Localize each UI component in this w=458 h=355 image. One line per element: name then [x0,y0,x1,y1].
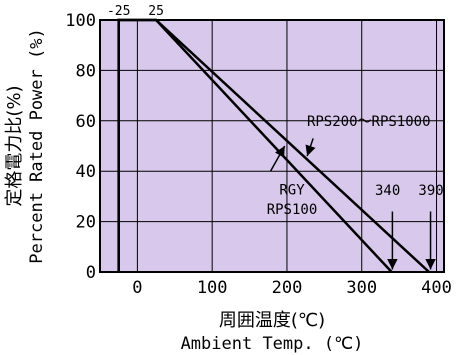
series-line-1 [117,18,393,273]
series-layer [117,18,430,273]
y-axis-label-en: Percent Rated Power (%) [27,28,47,263]
y-axis-label-jp: 定格電力比(%) [4,85,25,206]
y-tick-label-3: 60 [76,112,96,132]
annotation-label-340: 340 [375,183,400,199]
plot-background [99,19,445,273]
y-tick-label-2: 40 [76,162,96,182]
annotation-arrow-rps200 [305,138,316,157]
x-tick-label-0: 0 [132,278,142,298]
top-tick-label-1: 25 [148,4,164,19]
y-tick-label-1: 20 [76,213,96,233]
top-tick-label-0: -25 [107,4,130,19]
annotation-arrow-rgy [269,145,286,172]
x-tick-label-4: 400 [421,278,452,298]
grid [100,20,444,272]
annotation-label-390: 390 [418,183,443,199]
x-tick-label-1: 100 [197,278,228,298]
x-axis-label-jp: 周囲温度(℃) [219,310,325,331]
tick-labels: 0 100 200 300 400 0 20 40 60 80 100 -25 25 [65,4,452,298]
annotation-label-rgy: RGY [279,182,305,198]
x-tick-label-3: 300 [346,278,377,298]
annotation-label-rps100: RPS100 [267,202,318,218]
annotations-layer: RPS200〜RPS1000 RGY RPS100 340 390 [267,114,444,270]
y-tick-label-0: 0 [86,263,96,283]
y-tick-label-4: 80 [76,61,96,81]
x-tick-label-2: 200 [272,278,303,298]
annotation-label-rps200-rps1000: RPS200〜RPS1000 [307,114,431,130]
y-tick-label-5: 100 [65,11,96,31]
x-axis-label-en: Ambient Temp. (℃) [181,334,364,354]
